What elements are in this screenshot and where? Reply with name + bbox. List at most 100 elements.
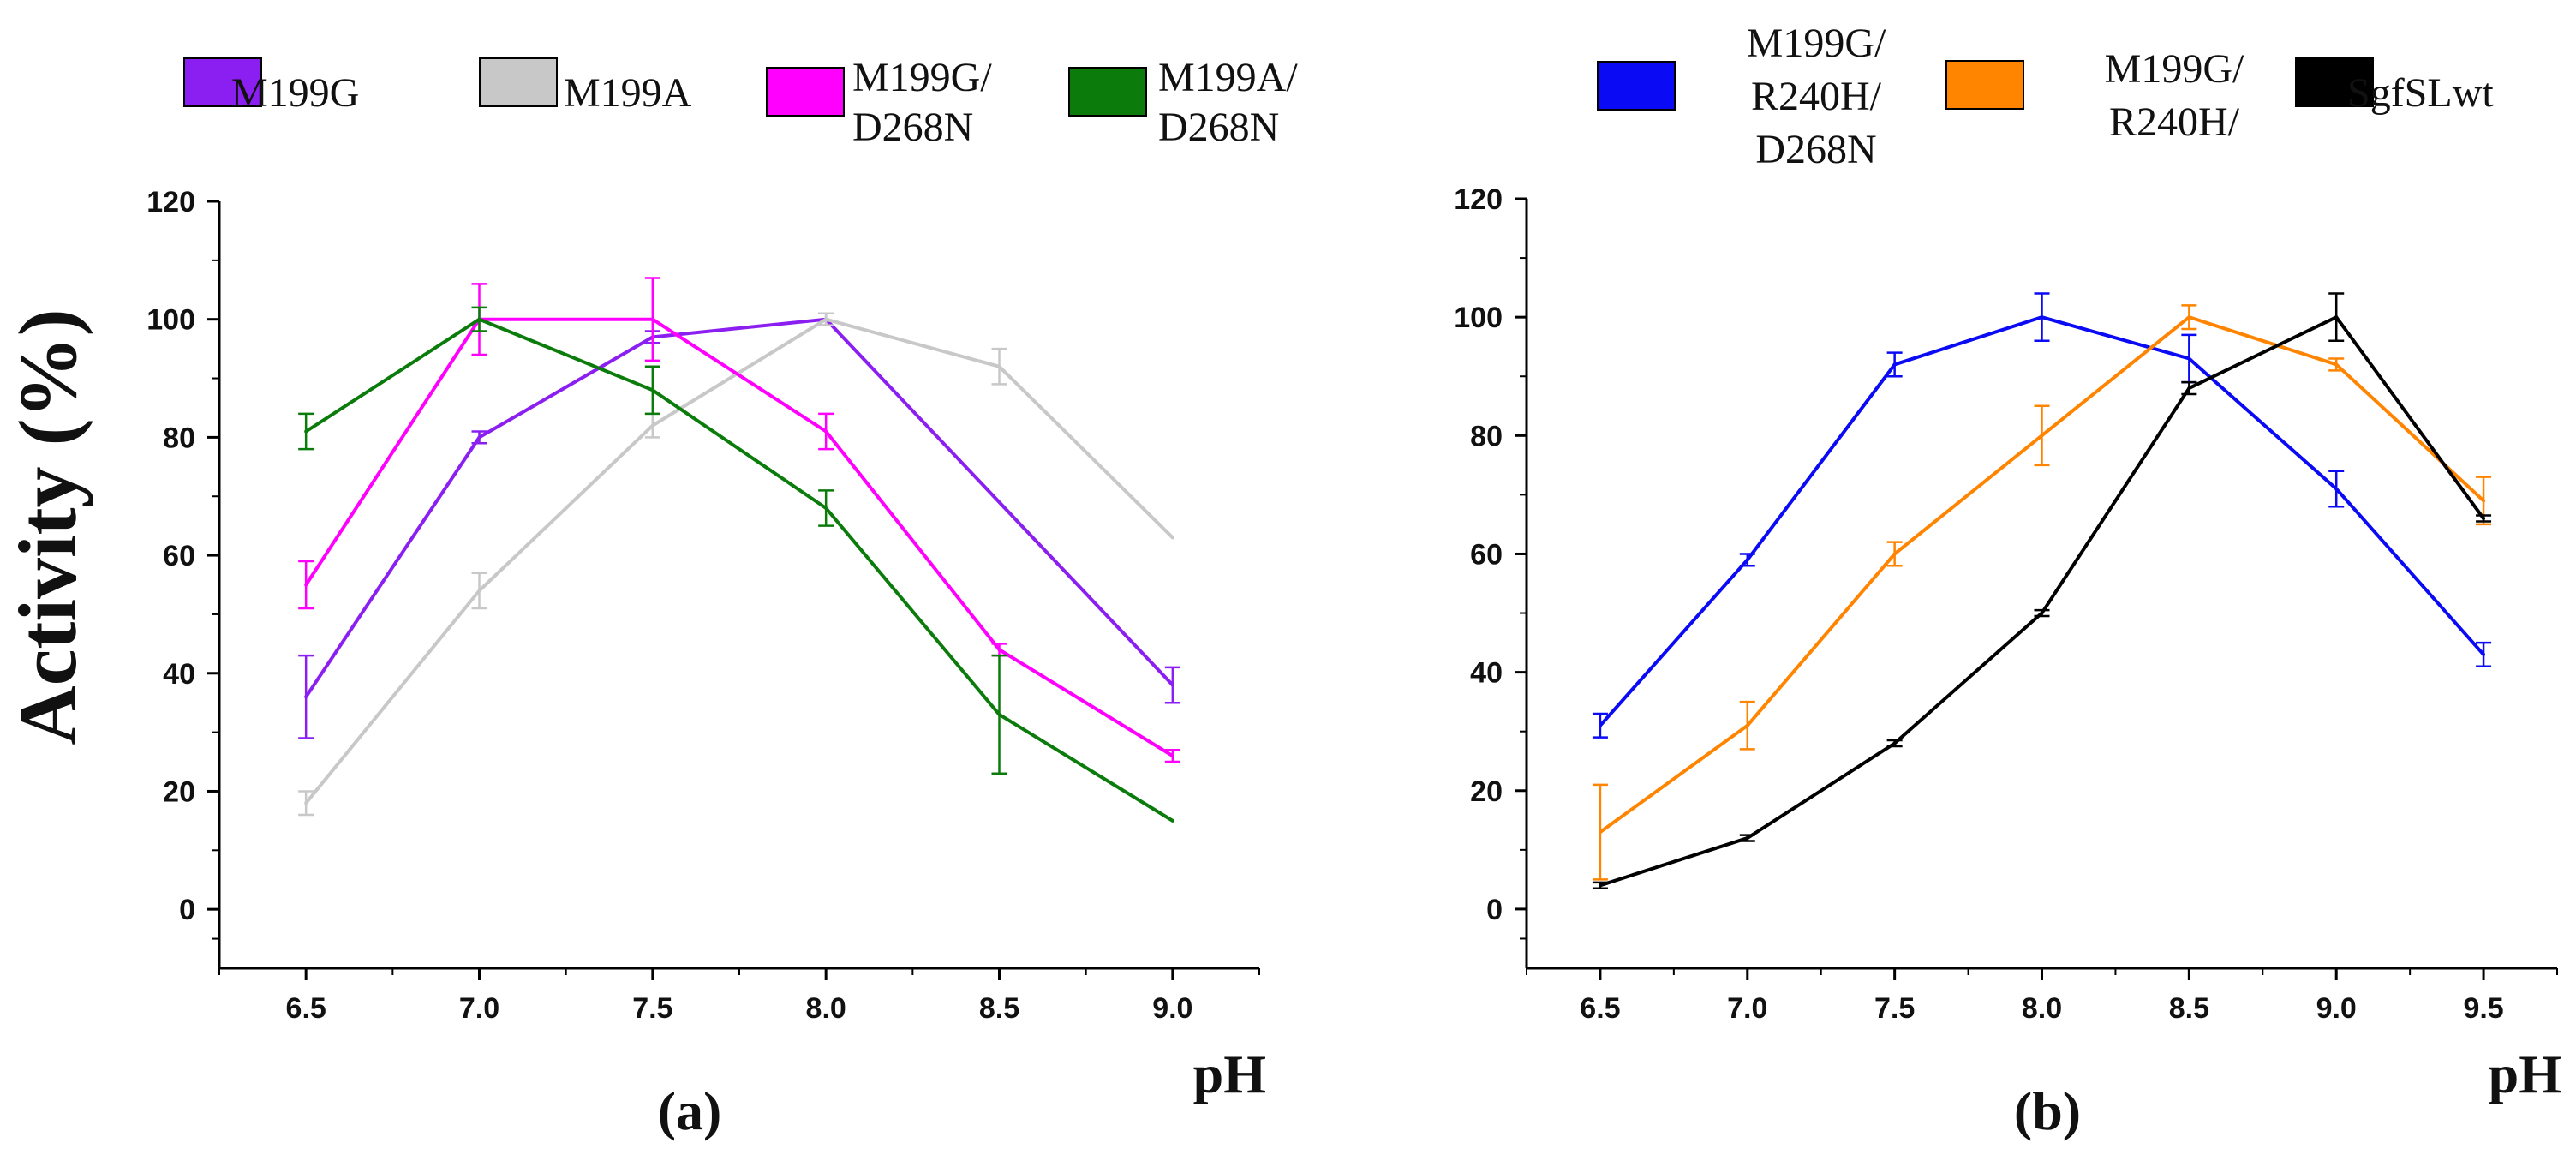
legend-swatch: [183, 57, 262, 107]
x-tick-label: 7.5: [1874, 992, 1915, 1025]
series-m199g-d268n: M199G/D268N: [298, 55, 1180, 763]
series-line: [305, 317, 1174, 823]
y-tick-label: 80: [1470, 420, 1503, 452]
data-point: [304, 429, 308, 434]
data-point: [997, 648, 1001, 652]
y-tick-label: 120: [146, 186, 195, 218]
y-tick-label: 40: [163, 658, 195, 691]
data-point: [1892, 552, 1897, 556]
data-point: [1892, 741, 1897, 745]
x-tick-label: 6.5: [1580, 992, 1620, 1025]
data-point: [1598, 830, 1602, 835]
data-point: [1745, 558, 1749, 562]
data-point: [1745, 836, 1749, 841]
series-m199g: M199G: [183, 57, 1180, 739]
x-tick-label: 7.0: [1727, 992, 1767, 1025]
data-point: [1170, 683, 1174, 687]
data-point: [2187, 356, 2191, 361]
data-point: [2187, 386, 2191, 391]
x-axis-label: pH: [2489, 1044, 2561, 1104]
y-tick-label: 0: [1486, 894, 1503, 926]
x-tick-label: 9.0: [1152, 992, 1192, 1025]
data-point: [650, 423, 654, 428]
data-point: [1170, 818, 1174, 823]
data-point: [2040, 611, 2044, 615]
data-point: [2334, 362, 2339, 367]
data-point: [824, 429, 828, 434]
series-m199g-r240h-: M199G/R240H/: [1592, 46, 2492, 881]
legend-swatch: [1068, 67, 1147, 117]
data-point: [650, 317, 654, 321]
legend-label: R240H/: [1751, 74, 1882, 119]
panel-caption: (a): [658, 1080, 722, 1141]
data-point: [1170, 536, 1174, 540]
data-point: [2482, 652, 2486, 656]
legend-label: M199G: [231, 70, 359, 116]
x-tick-label: 8.0: [806, 992, 846, 1025]
data-point: [650, 388, 654, 392]
y-tick-label: 60: [1470, 538, 1503, 571]
y-tick-label: 60: [163, 540, 195, 572]
data-point: [2334, 487, 2339, 491]
legend-label: M199A/: [1158, 55, 1298, 100]
data-point: [1170, 754, 1174, 758]
x-tick-label: 8.5: [979, 992, 1019, 1025]
data-point: [2334, 315, 2339, 320]
data-point: [477, 317, 481, 321]
data-point: [824, 506, 828, 510]
series-line: [304, 317, 1174, 805]
y-tick-label: 100: [1454, 302, 1503, 334]
data-point: [1892, 362, 1897, 367]
y-tick-label: 20: [163, 775, 195, 808]
legend-label: M199G/: [2105, 46, 2244, 92]
series-line: [304, 317, 1174, 757]
legend-label: R240H/: [2109, 99, 2240, 145]
series-m199a-d268n: M199A/D268N: [298, 55, 1298, 823]
data-point: [477, 435, 481, 440]
series-m199a: M199A: [298, 57, 1174, 817]
data-point: [997, 364, 1001, 368]
legend-label: M199G/: [852, 55, 992, 100]
y-tick-label: 0: [179, 894, 195, 926]
data-point: [2040, 315, 2044, 320]
legend-swatch: [1945, 60, 2024, 110]
data-point: [477, 589, 481, 593]
data-point: [1745, 723, 1749, 727]
data-point: [304, 583, 308, 587]
panel-caption: (b): [2014, 1080, 2081, 1141]
data-point: [304, 695, 308, 699]
x-tick-label: 8.5: [2169, 992, 2209, 1025]
x-axis-label: pH: [1193, 1044, 1266, 1104]
data-point: [2040, 434, 2044, 438]
panel-b: 0 20 40 60 80 100 120 6.5 7.0 7.5 8.0 8.5 9.0 9.5 pH (b…: [1454, 21, 2561, 1141]
legend-swatch: [2295, 57, 2374, 107]
series-sgfslwt: SgfSLwt: [1592, 57, 2494, 889]
y-tick-label: 80: [163, 422, 195, 454]
legend-swatch: [1597, 61, 1676, 111]
legend-label: M199A: [564, 70, 692, 116]
data-point: [1598, 723, 1602, 727]
data-point: [304, 801, 308, 805]
data-point: [997, 712, 1001, 716]
x-tick-label: 7.5: [632, 992, 672, 1025]
x-tick-label: 6.5: [286, 992, 326, 1025]
legend-swatch: [766, 67, 845, 117]
panel-a: 0 20 40 60 80 100 120 6.5 7.0 7.5 8.0 8.5 9.0pH (a) M1…: [146, 55, 1298, 1141]
y-axis-label: Activity (%): [2, 308, 93, 745]
data-point: [1598, 883, 1602, 888]
x-tick-label: 9.0: [2316, 992, 2357, 1025]
legend-swatch: [479, 57, 558, 107]
data-point: [2482, 517, 2486, 521]
data-point: [824, 317, 828, 321]
legend-label: D268N: [1158, 105, 1279, 150]
legend-label: D268N: [1755, 127, 1876, 172]
y-tick-label: 120: [1454, 183, 1503, 216]
legend-label: SgfSLwt: [2347, 70, 2494, 116]
y-tick-label: 100: [146, 304, 195, 337]
x-tick-label: 8.0: [2022, 992, 2062, 1025]
y-tick-label: 40: [1470, 657, 1503, 690]
x-tick-label: 9.5: [2463, 992, 2503, 1025]
data-point: [2482, 499, 2486, 503]
legend-label: D268N: [852, 105, 973, 150]
